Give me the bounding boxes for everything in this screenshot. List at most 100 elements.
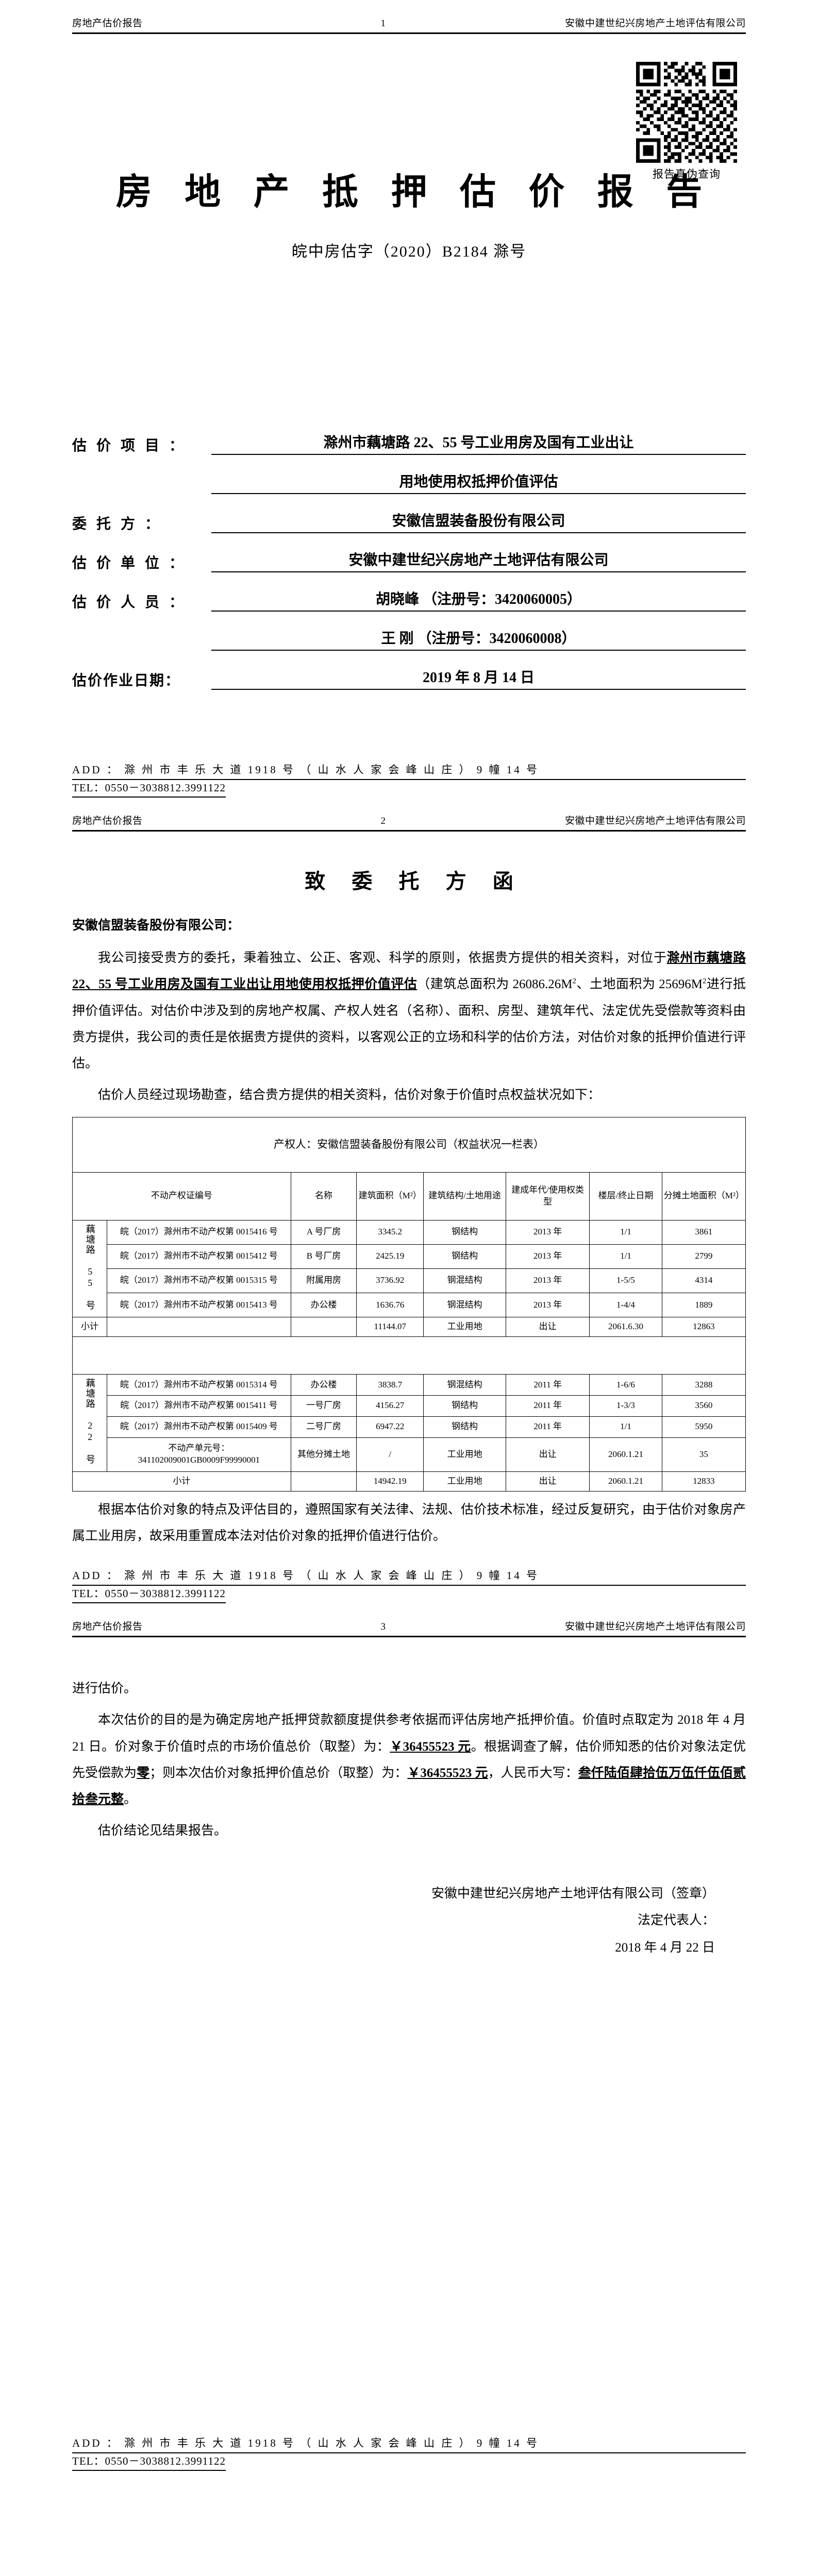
subtotal-struct-2: 工业用地 — [423, 1471, 507, 1492]
th-year-right-type: 建成年代/使用权类型 — [506, 1172, 590, 1221]
letter-p1-part-b: （建筑总面积为 26086.26 — [417, 977, 561, 992]
cell-struct: 钢结构 — [423, 1244, 507, 1269]
cell-floor: 1/1 — [589, 1416, 662, 1438]
footer-address-3: ADD ： 滁 州 市 丰 乐 大 道 1918 号 （ 山 水 人 家 会 峰… — [72, 2435, 746, 2453]
cell-cert: 皖（2017）滁州市不动产权第 0015411 号 — [107, 1395, 291, 1417]
table-row: 藕塘路 55 号 皖（2017）滁州市不动产权第 0015416 号 A 号厂房… — [72, 1219, 746, 1318]
signature-block: 安徽中建世纪兴房地产土地评估有限公司（签章） 法定代表人： 2018 年 4 月… — [72, 1880, 746, 1962]
th-structure-use: 建筑结构/土地用途 — [423, 1172, 507, 1221]
subtotal-cert-1 — [107, 1317, 291, 1337]
signature-page: 房地产估价报告 3 安徽中建世纪兴房地产土地评估有限公司 进行估价。 本次估价的… — [0, 1603, 818, 2471]
cell-name: B 号厂房 — [290, 1244, 357, 1269]
firm-value: 安徽中建世纪兴房地产土地评估有限公司 — [211, 549, 746, 572]
valuation-amount-market: ￥36455523 元 — [390, 1739, 471, 1754]
page-header-3: 房地产估价报告 3 安徽中建世纪兴房地产土地评估有限公司 — [72, 1603, 746, 1636]
table-row: 不动产单元号：341102009001GB0009F99990001 其他分摊土… — [73, 1437, 746, 1472]
cell-cert: 皖（2017）滁州市不动产权第 0015412 号 — [107, 1244, 291, 1269]
page-footer-2: ADD ： 滁 州 市 丰 乐 大 道 1918 号 （ 山 水 人 家 会 峰… — [72, 1568, 746, 1604]
cell-floor: 1/1 — [589, 1244, 662, 1269]
cell-floor: 1-6/6 — [589, 1374, 662, 1396]
footer-tel: TEL：0550－3038812.3991122 — [72, 780, 226, 798]
cell-area: 3838.7 — [356, 1374, 424, 1396]
subtotal-name-1 — [290, 1317, 357, 1337]
cell-floor: 2060.1.21 — [589, 1437, 662, 1472]
cell-land: 3288 — [661, 1374, 746, 1396]
page-footer-1: ADD ： 滁 州 市 丰 乐 大 道 1918 号 （ 山 水 人 家 会 峰… — [72, 762, 746, 798]
letter-p1-part-d: 进行抵押价值评估。对估价中涉及到的房地产权属、产权人姓名（名称）、面积、房型、建… — [72, 977, 746, 1071]
project-label: 估 价 项 目 ： — [72, 438, 187, 454]
table-title-row: 产权人：安徽信盟装备股份有限公司（权益状况一栏表） — [72, 1116, 746, 1173]
work-date-row: 估价作业日期： 2019 年 8 月 14 日 — [72, 666, 746, 690]
cell-cert: 皖（2017）滁州市不动产权第 0015413 号 — [107, 1292, 291, 1318]
header-page-number: 1 — [380, 18, 386, 29]
valuation-amount-chinese: 叁仟陆佰肆拾伍万伍仟伍佰贰拾叁元整 — [72, 1766, 746, 1807]
cell-land: 3861 — [661, 1219, 746, 1245]
table-header-row: 不动产权证编号 名称 建筑面积（M²） 建筑结构/土地用途 建成年代/使用权类型… — [72, 1172, 746, 1221]
cell-area: 4156.27 — [356, 1395, 424, 1417]
client-row: 委 托 方 ： 安徽信盟装备股份有限公司 — [72, 510, 746, 533]
p4-part-d: ，人民币大写： — [488, 1766, 578, 1780]
superscript-2-b: 2 — [702, 977, 707, 986]
th-building-area: 建筑面积（M²） — [356, 1172, 424, 1221]
footer-address-2: ADD ： 滁 州 市 丰 乐 大 道 1918 号 （ 山 水 人 家 会 峰… — [72, 1568, 746, 1586]
header-doc-name-3: 房地产估价报告 — [72, 1621, 143, 1633]
cell-year: 2013 年 — [506, 1292, 590, 1318]
qr-code-icon[interactable] — [636, 62, 737, 163]
cell-year: 2011 年 — [506, 1374, 590, 1396]
subtotal-land-1: 12863 — [661, 1317, 746, 1337]
letter-p1-unit-2: M — [691, 977, 703, 992]
table-title: 产权人：安徽信盟装备股份有限公司（权益状况一栏表） — [72, 1116, 746, 1173]
cell-name: A 号厂房 — [290, 1219, 357, 1245]
p4-part-e: 。 — [124, 1792, 137, 1807]
p4-part-b: 。根据调查了解，估价师知悉的估价对象法定优先受偿款为 — [72, 1739, 746, 1780]
letter-paragraph-5: 估价结论见结果报告。 — [98, 1824, 227, 1838]
project-value-line2: 用地使用权抵押价值评估 — [211, 470, 746, 494]
subtotal-floor-2: 2060.1.21 — [589, 1471, 662, 1492]
subtotal-floor-1: 2061.6.30 — [589, 1317, 662, 1337]
header-page-number-3: 3 — [380, 1621, 386, 1633]
cover-info-block: 估 价 项 目 ： 滁州市藕塘路 22、55 号工业用房及国有工业出让 用地使用… — [72, 431, 746, 690]
appraisers-label: 估 价 人 员 ： — [72, 595, 187, 611]
subtotal-name-2 — [290, 1471, 357, 1492]
group-2-side-label: 藕塘路 22 号 — [72, 1374, 108, 1472]
subtotal-year-1: 出让 — [506, 1317, 590, 1337]
group-1-side-text: 藕塘路 55 号 — [85, 1224, 95, 1311]
letter-p1-part-c: 、土地面积为 25696 — [576, 977, 691, 992]
subtotal-area-1: 11144.07 — [356, 1317, 424, 1337]
cell-land: 5950 — [661, 1416, 746, 1438]
cell-cert: 不动产单元号：341102009001GB0009F99990001 — [107, 1437, 291, 1472]
cell-struct: 钢结构 — [423, 1395, 507, 1417]
cell-struct: 钢结构 — [423, 1416, 507, 1438]
signature-firm: 安徽中建世纪兴房地产土地评估有限公司（签章） — [431, 1886, 715, 1901]
valuation-amount-mortgage: ￥36455523 元 — [407, 1766, 488, 1780]
page-header-2: 房地产估价报告 2 安徽中建世纪兴房地产土地评估有限公司 — [72, 798, 746, 830]
cell-land: 4314 — [661, 1268, 746, 1293]
prior-claim-amount: 零 — [137, 1766, 150, 1780]
table-subtotal-row: 小计 14942.19 工业用地 出让 2060.1.21 12833 — [72, 1471, 746, 1492]
firm-row: 估 价 单 位 ： 安徽中建世纪兴房地产土地评估有限公司 — [72, 549, 746, 572]
group-1-side-label: 藕塘路 55 号 — [72, 1219, 108, 1318]
cell-name: 二号厂房 — [290, 1416, 357, 1438]
cell-name: 其他分摊土地 — [290, 1437, 357, 1472]
appraiser-row-1: 估 价 人 员 ： 胡晓峰 （注册号：3420060005） — [72, 588, 746, 612]
page-footer-3: ADD ： 滁 州 市 丰 乐 大 道 1918 号 （ 山 水 人 家 会 峰… — [72, 2435, 746, 2471]
cell-year: 2013 年 — [506, 1268, 590, 1293]
appraiser-2-value: 王 刚 （注册号：3420060008） — [211, 627, 746, 651]
letter-page: 房地产估价报告 2 安徽中建世纪兴房地产土地评估有限公司 致 委 托 方 函 安… — [0, 798, 818, 1604]
header-divider — [72, 32, 746, 34]
cell-year: 2013 年 — [506, 1244, 590, 1269]
cell-struct: 钢混结构 — [423, 1374, 507, 1396]
cell-floor: 1/1 — [589, 1219, 662, 1245]
work-date-value: 2019 年 8 月 14 日 — [211, 666, 746, 690]
letter-paragraph-3: 根据本估价对象的特点及评估目的，遵照国家有关法律、法规、估价技术标准，经过反复研… — [72, 1502, 746, 1543]
qr-verification-block[interactable]: 报告真伪查询 — [632, 62, 741, 181]
cell-area: 3345.2 — [356, 1219, 424, 1245]
cover-page: 房地产估价报告 1 安徽中建世纪兴房地产土地评估有限公司 — [0, 0, 818, 798]
footer-tel-2: TEL：0550－3038812.3991122 — [72, 1586, 226, 1604]
subtotal-label-2: 小计 — [72, 1471, 291, 1492]
cell-land: 2799 — [661, 1244, 746, 1269]
th-allocated-land: 分摊土地面积（M²） — [661, 1172, 746, 1221]
cell-cert: 皖（2017）滁州市不动产权第 0015416 号 — [107, 1219, 291, 1245]
cell-struct: 钢混结构 — [423, 1292, 507, 1318]
letter-paragraph-4: 本次估价的目的是为确定房地产抵押贷款额度提供参考依据而评估房地产抵押价值。价值时… — [72, 1707, 746, 1812]
